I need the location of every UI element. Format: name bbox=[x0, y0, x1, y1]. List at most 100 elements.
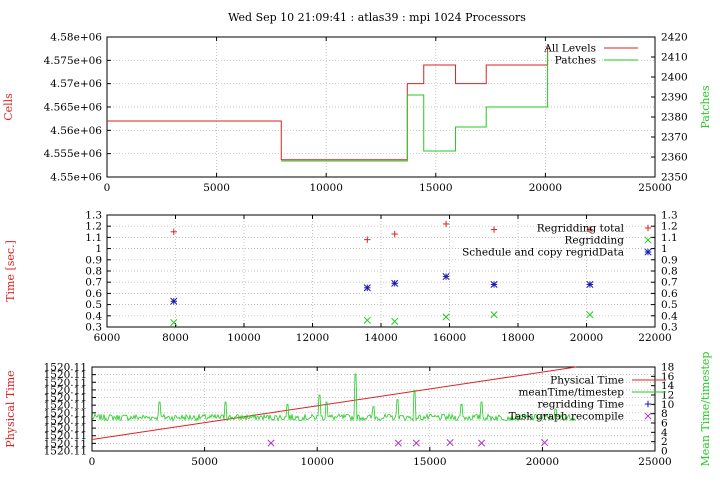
series-schedule-and-copy-regriddata-point-d2 bbox=[586, 280, 594, 288]
y2-tick-label: 2420 bbox=[661, 32, 688, 44]
y2-tick-label: 6 bbox=[661, 418, 668, 430]
y2-tick-label: 10 bbox=[661, 399, 674, 411]
y2-axis-label: Patches bbox=[699, 85, 712, 129]
y-tick-label: 0.4 bbox=[85, 310, 102, 322]
series-task-graph-recompile-point-d2 bbox=[412, 439, 420, 447]
y-tick-label: 4.55e+06 bbox=[50, 172, 102, 184]
y2-tick-label: 2410 bbox=[661, 52, 688, 64]
series-task-graph-recompile-point-d2 bbox=[446, 439, 454, 447]
series-regridding-point-d2 bbox=[363, 316, 371, 324]
y-tick-label: 4.565e+06 bbox=[44, 102, 103, 114]
y-tick-label: 1520.11 bbox=[44, 400, 87, 412]
y-tick-label: 1520.11 bbox=[44, 446, 87, 458]
series-regridding-point-d2 bbox=[490, 311, 498, 319]
series-regridding-time-legend-label: regridding Time bbox=[538, 399, 625, 411]
series-patches-line bbox=[281, 53, 549, 162]
x-tick-label: 25000 bbox=[638, 182, 671, 194]
series-regridding-total-legend-label: Regridding total bbox=[537, 223, 625, 235]
plot-frame bbox=[91, 366, 656, 452]
y-tick-label: 1.3 bbox=[85, 210, 102, 222]
y-tick-label: 1.2 bbox=[85, 221, 102, 233]
series-all-levels-legend-label: All Levels bbox=[543, 43, 596, 55]
series-regridding-point-d2 bbox=[170, 318, 178, 327]
y-tick-label: 4.555e+06 bbox=[44, 148, 103, 160]
series-all-levels bbox=[107, 46, 549, 161]
y2-tick-label: 0.6 bbox=[661, 288, 678, 300]
figure-title: Wed Sep 10 21:09:41 : atlas39 : mpi 1024… bbox=[228, 11, 526, 24]
series-schedule-and-copy-regriddata-point-d2 bbox=[170, 297, 178, 305]
y2-tick-label: 2380 bbox=[661, 112, 688, 124]
y2-tick-label: 2390 bbox=[661, 92, 688, 104]
x-tick-label: 14000 bbox=[364, 332, 397, 344]
panel-cells-patches: 0 5000 10000 15000 20000 25000 4.55e+06 4.555e+… bbox=[2, 32, 712, 195]
y-tick-label: 4.56e+06 bbox=[50, 125, 102, 137]
y-tick-label: 1520.11 bbox=[44, 438, 87, 450]
series-meantime-timestep-legend-label: meanTime/timestep bbox=[518, 387, 624, 399]
y2-tick-label: 1 bbox=[661, 243, 668, 255]
y2-axis-label: Mean Time/timestep bbox=[699, 352, 712, 467]
y2-tick-label: 0.9 bbox=[661, 254, 678, 266]
series-physical-time-line bbox=[91, 366, 577, 441]
x-tick-label: 0 bbox=[104, 182, 111, 194]
series-meantime-timestep-line bbox=[91, 373, 577, 423]
x-tick-label: 10000 bbox=[227, 332, 260, 344]
series-task-graph-recompile-point-d2 bbox=[267, 439, 275, 447]
x-tick-label: 22000 bbox=[638, 332, 671, 344]
y-axis-label: Time [sec.] bbox=[4, 240, 17, 302]
series-physical-time bbox=[91, 366, 577, 441]
y2-tick-label: 14 bbox=[661, 380, 675, 392]
y-tick-label: 0.9 bbox=[85, 254, 102, 266]
series-task-graph-recompile-legend-swatch-d2 bbox=[644, 412, 652, 420]
y-tick-label: 1520.11 bbox=[44, 392, 87, 404]
x-tick-label: 10000 bbox=[300, 456, 333, 468]
y2-tick-label: 1.3 bbox=[661, 210, 678, 222]
y-tick-label: 0.3 bbox=[85, 322, 102, 334]
series-schedule-and-copy-regriddata-point-d2 bbox=[363, 284, 371, 292]
series-meantime-timestep bbox=[91, 373, 577, 423]
y2-tick-label: 0 bbox=[661, 446, 668, 458]
y2-tick-label: 0.3 bbox=[661, 322, 678, 334]
series-schedule-and-copy-regriddata-point-d2 bbox=[490, 280, 498, 288]
y2-tick-label: 0.5 bbox=[661, 299, 678, 311]
y2-tick-label: 2370 bbox=[661, 132, 688, 144]
series-regridding-point-d2 bbox=[442, 313, 450, 321]
x-tick-label: 8000 bbox=[162, 332, 189, 344]
y2-tick-label: 4 bbox=[661, 427, 668, 439]
x-tick-label: 5000 bbox=[191, 456, 218, 468]
series-regridding-total bbox=[170, 220, 594, 243]
x-tick-label: 18000 bbox=[501, 332, 534, 344]
y-tick-label: 0.5 bbox=[85, 299, 102, 311]
y-tick-label: 0.6 bbox=[85, 288, 102, 300]
x-tick-label: 12000 bbox=[296, 332, 329, 344]
y-tick-label: 4.575e+06 bbox=[44, 55, 103, 67]
series-all-levels-line bbox=[107, 46, 549, 161]
series-task-graph-recompile-legend-label: Task graph recompile bbox=[509, 411, 624, 423]
y2-tick-label: 2350 bbox=[661, 172, 688, 184]
x-tick-label: 20000 bbox=[570, 332, 603, 344]
y-tick-label: 4.58e+06 bbox=[50, 32, 102, 44]
y-tick-label: 0.7 bbox=[85, 277, 102, 289]
y2-tick-label: 1.2 bbox=[661, 221, 678, 233]
y2-tick-label: 0.4 bbox=[661, 310, 678, 322]
series-task-graph-recompile-point-d2 bbox=[478, 439, 486, 447]
x-tick-label: 0 bbox=[89, 456, 96, 468]
y-tick-label: 1520.11 bbox=[44, 384, 87, 396]
series-schedule-and-copy-regriddata-legend-swatch-d2 bbox=[644, 248, 652, 256]
y2-tick-label: 18 bbox=[661, 362, 674, 374]
y-axis-label: Cells bbox=[2, 93, 15, 121]
y2-tick-label: 2400 bbox=[661, 72, 688, 84]
y2-tick-label: 8 bbox=[661, 408, 668, 420]
y-tick-label: 1520.11 bbox=[44, 423, 87, 435]
x-tick-label: 10000 bbox=[309, 182, 342, 194]
y-tick-label: 1.1 bbox=[85, 232, 102, 244]
x-tick-label: 20000 bbox=[526, 456, 559, 468]
series-schedule-and-copy-regriddata-point-d2 bbox=[391, 279, 399, 287]
x-tick-label: 15000 bbox=[419, 182, 452, 194]
y-tick-label: 1520.11 bbox=[44, 377, 87, 389]
y-tick-label: 1520.11 bbox=[44, 407, 87, 419]
y2-tick-label: 0.7 bbox=[661, 277, 678, 289]
series-task-graph-recompile bbox=[267, 439, 549, 447]
y2-tick-label: 2 bbox=[661, 436, 668, 448]
series-physical-time-legend-label: Physical Time bbox=[550, 375, 624, 387]
series-schedule-and-copy-regriddata-legend-label: Schedule and copy regridData bbox=[462, 247, 624, 259]
